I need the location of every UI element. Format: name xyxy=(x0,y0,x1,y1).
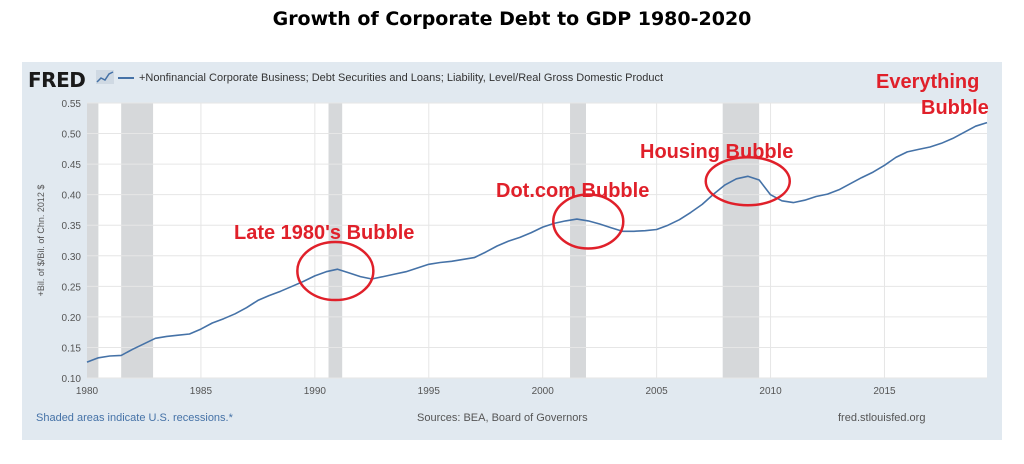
x-tick-label-6: 2010 xyxy=(759,386,782,397)
plot-area xyxy=(87,103,987,378)
x-tick-label-5: 2005 xyxy=(645,386,668,397)
y-tick-label-5: 0.35 xyxy=(62,221,82,232)
x-tick-label-1: 1985 xyxy=(190,386,213,397)
x-tick-label-4: 2000 xyxy=(532,386,555,397)
legend-label: +Nonfinancial Corporate Business; Debt S… xyxy=(139,72,664,84)
annotation-housing: Housing Bubble xyxy=(640,141,794,163)
annotation-circle-housing xyxy=(704,155,792,207)
annotation-everything-2: Bubble xyxy=(921,97,989,119)
legend-swatch xyxy=(118,77,134,80)
annotation-circle-dotcom xyxy=(552,193,625,250)
x-tick-label-2: 1990 xyxy=(304,386,327,397)
y-tick-label-1: 0.15 xyxy=(62,343,82,354)
annotation-dotcom: Dot.com Bubble xyxy=(496,180,650,202)
y-tick-label-4: 0.30 xyxy=(62,252,82,263)
annotation-late80s: Late 1980's Bubble xyxy=(234,222,415,244)
annotation-everything-1: Everything xyxy=(876,71,980,93)
legend: +Nonfinancial Corporate Business; Debt S… xyxy=(118,72,663,84)
y-tick-label-3: 0.25 xyxy=(62,282,82,293)
x-tick-label-3: 1995 xyxy=(418,386,441,397)
fred-logo: FRED xyxy=(28,68,86,92)
y-tick-label-7: 0.45 xyxy=(62,160,82,171)
sources-text: Sources: BEA, Board of Governors xyxy=(417,412,588,424)
recession-band-0 xyxy=(87,103,99,378)
recession-band-4 xyxy=(722,103,760,378)
annotation-circle-late80s xyxy=(296,240,375,302)
y-axis-label: +Bil. of $/Bil. of Chn. 2012 $ xyxy=(36,185,46,297)
y-tick-label-6: 0.40 xyxy=(62,191,82,202)
recession-note-link[interactable]: Shaded areas indicate U.S. recessions.* xyxy=(36,412,233,424)
recession-band-3 xyxy=(570,103,586,378)
x-tick-label-7: 2015 xyxy=(873,386,896,397)
y-tick-label-0: 0.10 xyxy=(62,374,82,385)
recession-band-1 xyxy=(121,103,154,378)
series-line xyxy=(86,121,988,363)
fred-site-link[interactable]: fred.stlouisfed.org xyxy=(838,412,926,424)
y-tick-label-9: 0.55 xyxy=(62,99,82,110)
fred-sparkline-icon xyxy=(96,70,114,84)
recession-band-2 xyxy=(328,103,343,378)
y-tick-label-8: 0.50 xyxy=(62,130,82,141)
y-tick-label-2: 0.20 xyxy=(62,313,82,324)
page-title: Growth of Corporate Debt to GDP 1980-202… xyxy=(272,8,752,30)
x-tick-label-0: 1980 xyxy=(76,386,99,397)
